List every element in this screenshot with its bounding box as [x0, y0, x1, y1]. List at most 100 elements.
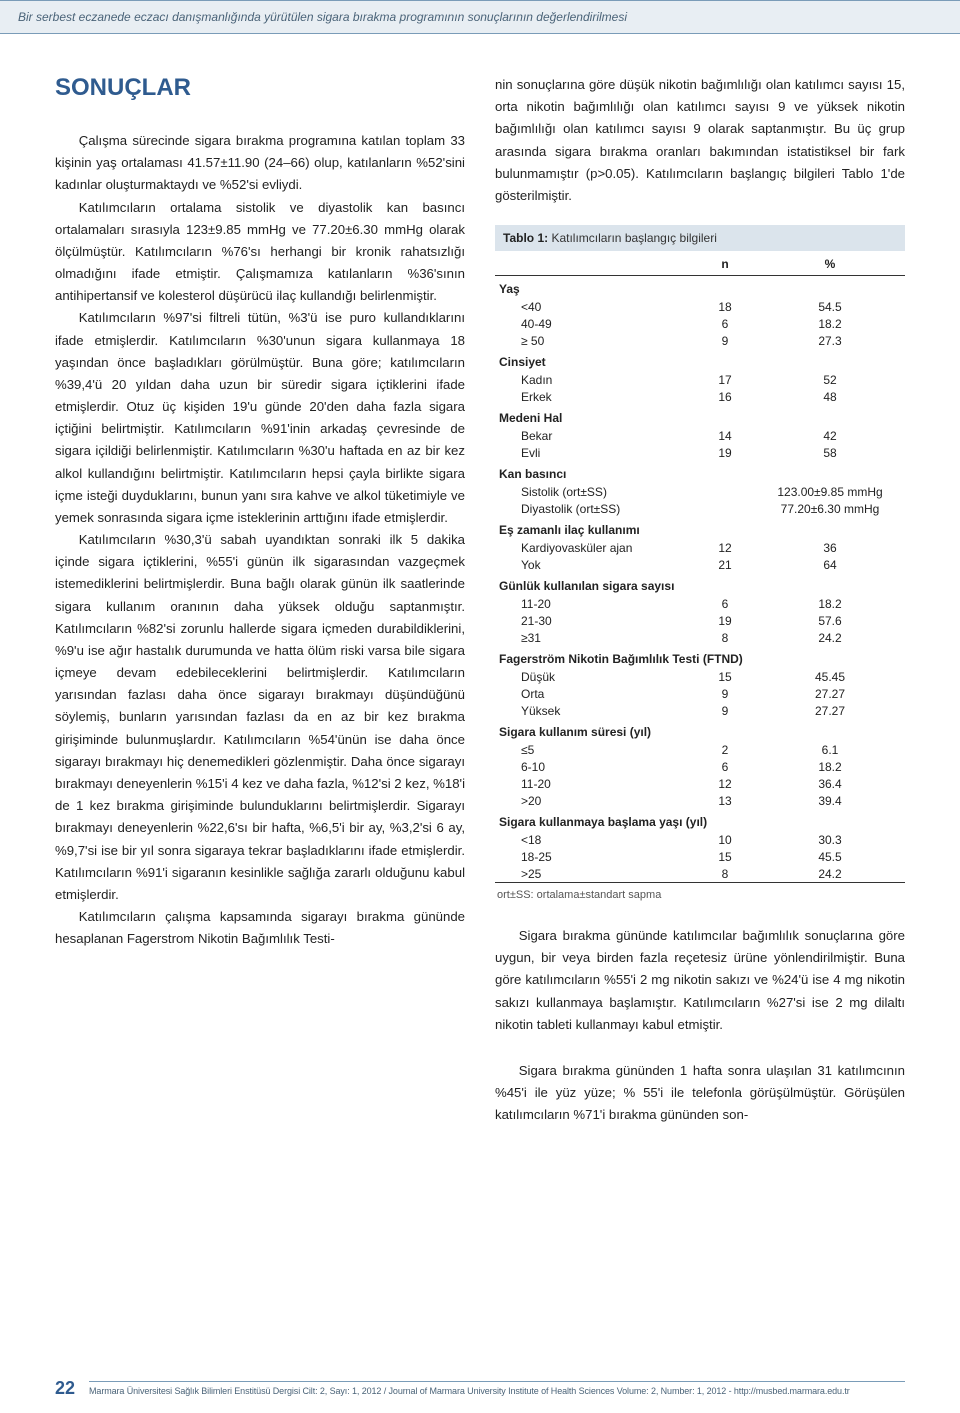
row-label: 6-10 — [495, 758, 695, 775]
row-n: 9 — [695, 702, 755, 719]
row-n — [695, 483, 755, 500]
row-n: 6 — [695, 758, 755, 775]
group-name: Yaş — [495, 276, 905, 299]
table-row: 6-10618.2 — [495, 758, 905, 775]
table-group-header: Sigara kullanmaya başlama yaşı (yıl) — [495, 809, 905, 831]
table-row: 40-49618.2 — [495, 315, 905, 332]
row-pct: 30.3 — [755, 831, 905, 848]
row-label: 11-20 — [495, 775, 695, 792]
table-row: Düşük1545.45 — [495, 668, 905, 685]
row-label: Evli — [495, 444, 695, 461]
table-group-header: Fagerström Nikotin Bağımlılık Testi (FTN… — [495, 646, 905, 668]
table-row: Bekar1442 — [495, 427, 905, 444]
row-n: 12 — [695, 775, 755, 792]
row-n — [695, 500, 755, 517]
table-group-header: Günlük kullanılan sigara sayısı — [495, 573, 905, 595]
row-pct: 57.6 — [755, 612, 905, 629]
row-n: 21 — [695, 556, 755, 573]
body-paragraph: Katılımcıların %97'si filtreli tütün, %3… — [55, 307, 465, 529]
table-row: 21-301957.6 — [495, 612, 905, 629]
table-caption: Katılımcıların başlangıç bilgileri — [548, 231, 717, 245]
section-heading: SONUÇLAR — [55, 74, 465, 102]
body-paragraph: Katılımcıların %30,3'ü sabah uyandıktan … — [55, 529, 465, 906]
row-label: 40-49 — [495, 315, 695, 332]
row-pct: 6.1 — [755, 741, 905, 758]
table-title: Tablo 1: Katılımcıların başlangıç bilgil… — [495, 225, 905, 251]
table-group-header: Cinsiyet — [495, 349, 905, 371]
group-name: Günlük kullanılan sigara sayısı — [495, 573, 905, 595]
body-paragraph: Sigara bırakma gününde katılımcılar bağı… — [495, 925, 905, 1036]
row-pct: 36.4 — [755, 775, 905, 792]
page-number: 22 — [55, 1378, 75, 1399]
body-paragraph: Katılımcıların ortalama sistolik ve diya… — [55, 197, 465, 308]
table-row: Evli1958 — [495, 444, 905, 461]
group-name: Fagerström Nikotin Bağımlılık Testi (FTN… — [495, 646, 905, 668]
body-paragraph: Çalışma sürecinde sigara bırakma program… — [55, 130, 465, 197]
table-row: 11-201236.4 — [495, 775, 905, 792]
body-paragraph: nin sonuçlarına göre düşük nikotin bağım… — [495, 74, 905, 207]
row-label: Kadın — [495, 371, 695, 388]
table-row: Kardiyovasküler ajan1236 — [495, 539, 905, 556]
table-group-header: Sigara kullanım süresi (yıl) — [495, 719, 905, 741]
row-pct: 64 — [755, 556, 905, 573]
row-n: 9 — [695, 685, 755, 702]
row-pct: 52 — [755, 371, 905, 388]
row-label: >20 — [495, 792, 695, 809]
table-row: >25824.2 — [495, 865, 905, 883]
row-pct: 18.2 — [755, 315, 905, 332]
row-label: Yok — [495, 556, 695, 573]
row-label: Bekar — [495, 427, 695, 444]
row-label: Kardiyovasküler ajan — [495, 539, 695, 556]
row-n: 17 — [695, 371, 755, 388]
row-pct: 18.2 — [755, 595, 905, 612]
row-label: Orta — [495, 685, 695, 702]
table-row: <181030.3 — [495, 831, 905, 848]
row-n: 15 — [695, 668, 755, 685]
row-label: Sistolik (ort±SS) — [495, 483, 695, 500]
group-name: Kan basıncı — [495, 461, 905, 483]
group-name: Sigara kullanım süresi (yıl) — [495, 719, 905, 741]
row-n: 16 — [695, 388, 755, 405]
table-row: ≤526.1 — [495, 741, 905, 758]
row-label: ≥31 — [495, 629, 695, 646]
row-n: 19 — [695, 612, 755, 629]
row-label: Yüksek — [495, 702, 695, 719]
row-pct: 24.2 — [755, 629, 905, 646]
table-row: Erkek1648 — [495, 388, 905, 405]
group-name: Sigara kullanmaya başlama yaşı (yıl) — [495, 809, 905, 831]
col-header: % — [755, 251, 905, 276]
table-row: Diyastolik (ort±SS)77.20±6.30 mmHg — [495, 500, 905, 517]
row-n: 8 — [695, 865, 755, 883]
table-group-header: Eş zamanlı ilaç kullanımı — [495, 517, 905, 539]
row-label: 21-30 — [495, 612, 695, 629]
row-label: Diyastolik (ort±SS) — [495, 500, 695, 517]
row-pct: 58 — [755, 444, 905, 461]
table-row: >201339.4 — [495, 792, 905, 809]
table-row: ≥31824.2 — [495, 629, 905, 646]
table-group-header: Medeni Hal — [495, 405, 905, 427]
row-n: 9 — [695, 332, 755, 349]
row-pct: 123.00±9.85 mmHg — [755, 483, 905, 500]
running-title: Bir serbest eczanede eczacı danışmanlığı… — [18, 10, 627, 24]
table-row: <401854.5 — [495, 298, 905, 315]
table-1: Tablo 1: Katılımcıların başlangıç bilgil… — [495, 225, 905, 901]
table-label: Tablo 1: — [503, 231, 548, 245]
row-pct: 27.27 — [755, 685, 905, 702]
row-pct: 54.5 — [755, 298, 905, 315]
row-n: 6 — [695, 315, 755, 332]
body-paragraph: Sigara bırakma gününden 1 hafta sonra ul… — [495, 1060, 905, 1127]
row-label: ≤5 — [495, 741, 695, 758]
row-label: >25 — [495, 865, 695, 883]
table-row: 18-251545.5 — [495, 848, 905, 865]
row-pct: 36 — [755, 539, 905, 556]
table-group-header: Yaş — [495, 276, 905, 299]
row-n: 6 — [695, 595, 755, 612]
col-header — [495, 251, 695, 276]
table-row: Yüksek927.27 — [495, 702, 905, 719]
row-pct: 27.3 — [755, 332, 905, 349]
row-label: ≥ 50 — [495, 332, 695, 349]
row-pct: 48 — [755, 388, 905, 405]
row-n: 15 — [695, 848, 755, 865]
row-label: <40 — [495, 298, 695, 315]
row-n: 13 — [695, 792, 755, 809]
